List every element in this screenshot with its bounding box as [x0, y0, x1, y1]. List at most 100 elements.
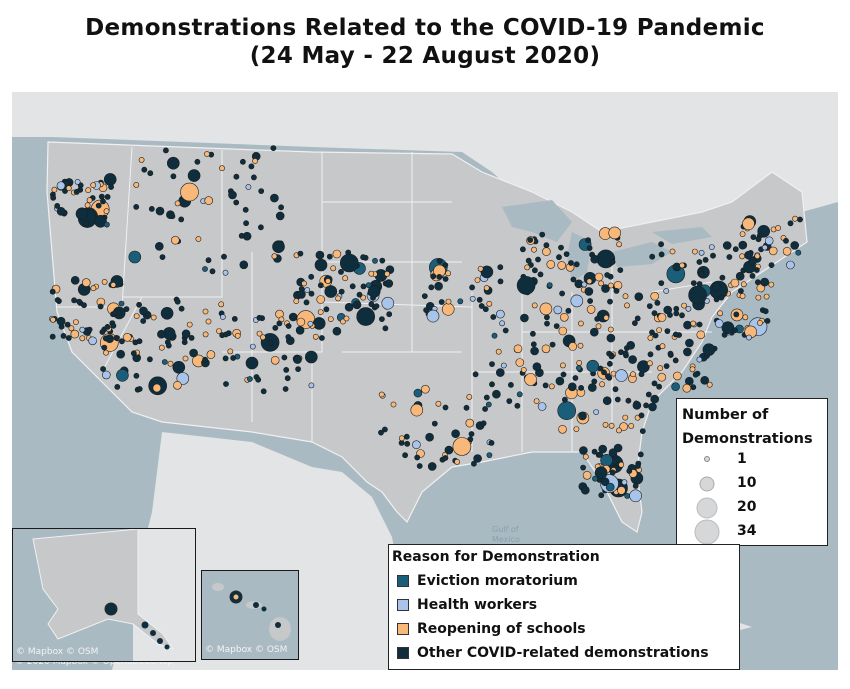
demonstration-point[interactable]: [672, 371, 682, 381]
demonstration-point[interactable]: [568, 342, 578, 351]
demonstration-point[interactable]: [431, 420, 438, 427]
demonstration-point[interactable]: [413, 388, 423, 398]
demonstration-point[interactable]: [470, 460, 477, 467]
demonstration-point[interactable]: [60, 332, 67, 339]
demonstration-point[interactable]: [482, 306, 489, 313]
demonstration-point[interactable]: [613, 287, 620, 294]
demonstration-point[interactable]: [626, 341, 636, 350]
demonstration-point[interactable]: [495, 368, 505, 377]
demonstration-point[interactable]: [267, 339, 274, 346]
demonstration-point[interactable]: [608, 282, 614, 289]
demonstration-point[interactable]: [452, 437, 472, 456]
demonstration-point[interactable]: [373, 303, 380, 309]
demonstration-point[interactable]: [421, 293, 428, 299]
demonstration-point[interactable]: [586, 305, 596, 314]
demonstration-point[interactable]: [682, 383, 692, 393]
demonstration-point[interactable]: [438, 299, 445, 305]
alaska-inset[interactable]: © Mapbox © OSM: [12, 528, 196, 662]
demonstration-point[interactable]: [246, 376, 253, 382]
demonstration-point[interactable]: [381, 296, 395, 310]
demonstration-point[interactable]: [598, 444, 608, 454]
demonstration-point[interactable]: [170, 173, 177, 180]
demonstration-point[interactable]: [578, 320, 584, 327]
demonstration-point[interactable]: [228, 190, 237, 200]
demonstration-point[interactable]: [317, 282, 324, 289]
demonstration-point[interactable]: [360, 283, 367, 290]
demonstration-point[interactable]: [783, 237, 789, 244]
demonstration-point[interactable]: [535, 256, 541, 263]
demonstration-point[interactable]: [469, 295, 476, 302]
demonstration-point[interactable]: [416, 463, 423, 469]
demonstration-point[interactable]: [204, 196, 213, 205]
demonstration-point[interactable]: [100, 366, 106, 372]
demonstration-point[interactable]: [332, 326, 342, 336]
demonstration-point[interactable]: [49, 333, 56, 340]
demonstration-point[interactable]: [663, 363, 670, 369]
demonstration-point[interactable]: [762, 244, 768, 251]
demonstration-point[interactable]: [601, 284, 610, 293]
demonstration-point[interactable]: [221, 253, 227, 260]
demonstration-point[interactable]: [58, 323, 65, 330]
demonstration-point[interactable]: [308, 382, 315, 389]
demonstration-point[interactable]: [570, 276, 577, 283]
demonstration-point[interactable]: [671, 382, 680, 392]
demonstration-point[interactable]: [270, 355, 280, 365]
demonstration-point[interactable]: [486, 300, 493, 307]
demonstration-point[interactable]: [222, 331, 229, 338]
demonstration-point[interactable]: [428, 284, 435, 291]
hawaii-inset[interactable]: © Mapbox © OSM: [201, 570, 299, 660]
demonstration-point[interactable]: [559, 290, 565, 297]
demonstration-point[interactable]: [585, 237, 591, 244]
demonstration-point[interactable]: [764, 317, 771, 324]
demonstration-point[interactable]: [520, 366, 527, 373]
demonstration-point[interactable]: [696, 356, 703, 363]
demonstration-point[interactable]: [645, 391, 652, 398]
demonstration-point[interactable]: [304, 287, 311, 293]
demonstration-point[interactable]: [637, 451, 644, 458]
demonstration-point[interactable]: [158, 344, 165, 351]
demonstration-point[interactable]: [110, 322, 117, 329]
demonstration-point[interactable]: [606, 333, 616, 343]
demonstration-point[interactable]: [690, 384, 697, 391]
demonstration-point[interactable]: [442, 404, 449, 411]
demonstration-point[interactable]: [73, 189, 80, 195]
demonstration-point[interactable]: [657, 313, 667, 322]
demonstration-point[interactable]: [628, 355, 637, 364]
demonstration-point[interactable]: [685, 305, 692, 312]
demonstration-point[interactable]: [339, 253, 359, 273]
demonstration-point[interactable]: [444, 445, 454, 455]
demonstration-point[interactable]: [556, 254, 562, 261]
demonstration-point[interactable]: [664, 328, 671, 334]
demonstration-point[interactable]: [49, 288, 56, 295]
demonstration-point[interactable]: [576, 365, 582, 371]
demonstration-point[interactable]: [86, 197, 93, 204]
demonstration-point[interactable]: [100, 198, 106, 205]
demonstration-point[interactable]: [155, 242, 164, 251]
demonstration-point[interactable]: [576, 359, 583, 366]
demonstration-point[interactable]: [580, 464, 586, 471]
demonstration-point[interactable]: [79, 326, 86, 333]
demonstration-point[interactable]: [568, 260, 574, 266]
demonstration-point[interactable]: [476, 296, 483, 303]
demonstration-point[interactable]: [159, 254, 166, 260]
demonstration-point[interactable]: [104, 323, 111, 330]
demonstration-point[interactable]: [403, 433, 410, 440]
demonstration-point[interactable]: [548, 383, 555, 390]
demonstration-point[interactable]: [248, 163, 255, 170]
demonstration-point[interactable]: [483, 285, 490, 291]
demonstration-point[interactable]: [541, 344, 551, 354]
demonstration-point[interactable]: [586, 278, 593, 285]
demonstration-point[interactable]: [332, 249, 342, 259]
demonstration-point[interactable]: [285, 323, 292, 329]
demonstration-point[interactable]: [480, 420, 487, 427]
demonstration-point[interactable]: [667, 350, 674, 357]
demonstration-point[interactable]: [445, 270, 451, 277]
demonstration-point[interactable]: [284, 375, 291, 382]
demonstration-point[interactable]: [90, 285, 97, 292]
demonstration-point[interactable]: [293, 298, 300, 304]
demonstration-point[interactable]: [490, 314, 497, 320]
demonstration-point[interactable]: [278, 204, 284, 211]
demonstration-point[interactable]: [188, 334, 195, 341]
demonstration-point[interactable]: [308, 273, 315, 280]
demonstration-point[interactable]: [473, 454, 482, 463]
